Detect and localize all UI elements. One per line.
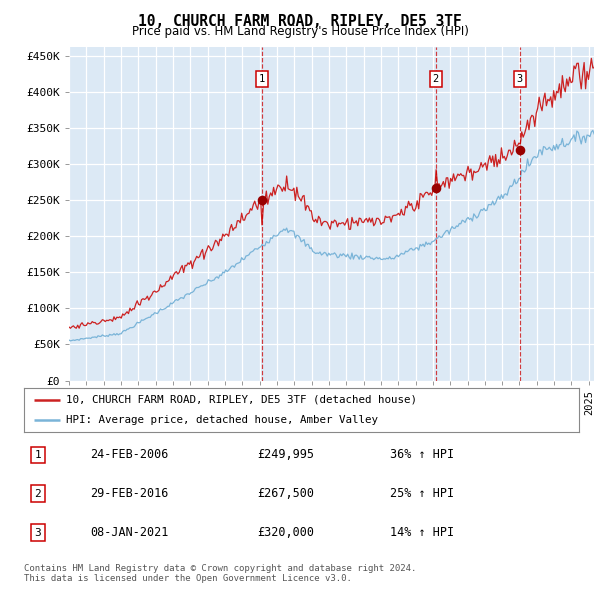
- Text: Price paid vs. HM Land Registry's House Price Index (HPI): Price paid vs. HM Land Registry's House …: [131, 25, 469, 38]
- Text: Contains HM Land Registry data © Crown copyright and database right 2024.
This d: Contains HM Land Registry data © Crown c…: [24, 563, 416, 583]
- Text: 1: 1: [35, 450, 41, 460]
- Text: 24-FEB-2006: 24-FEB-2006: [91, 448, 169, 461]
- Point: [257, 195, 266, 205]
- Text: £267,500: £267,500: [257, 487, 314, 500]
- Text: 10, CHURCH FARM ROAD, RIPLEY, DE5 3TF: 10, CHURCH FARM ROAD, RIPLEY, DE5 3TF: [138, 14, 462, 28]
- Text: 10, CHURCH FARM ROAD, RIPLEY, DE5 3TF (detached house): 10, CHURCH FARM ROAD, RIPLEY, DE5 3TF (d…: [65, 395, 416, 405]
- Point: [515, 145, 524, 155]
- Text: 25% ↑ HPI: 25% ↑ HPI: [391, 487, 454, 500]
- Point: [431, 183, 440, 192]
- Text: HPI: Average price, detached house, Amber Valley: HPI: Average price, detached house, Ambe…: [65, 415, 377, 425]
- Text: 36% ↑ HPI: 36% ↑ HPI: [391, 448, 454, 461]
- Text: 29-FEB-2016: 29-FEB-2016: [91, 487, 169, 500]
- Text: £320,000: £320,000: [257, 526, 314, 539]
- Text: 14% ↑ HPI: 14% ↑ HPI: [391, 526, 454, 539]
- Text: 2: 2: [433, 74, 439, 84]
- Text: 08-JAN-2021: 08-JAN-2021: [91, 526, 169, 539]
- Text: 3: 3: [517, 74, 523, 84]
- Text: 1: 1: [259, 74, 265, 84]
- Text: 3: 3: [35, 528, 41, 537]
- Text: £249,995: £249,995: [257, 448, 314, 461]
- Text: 2: 2: [35, 489, 41, 499]
